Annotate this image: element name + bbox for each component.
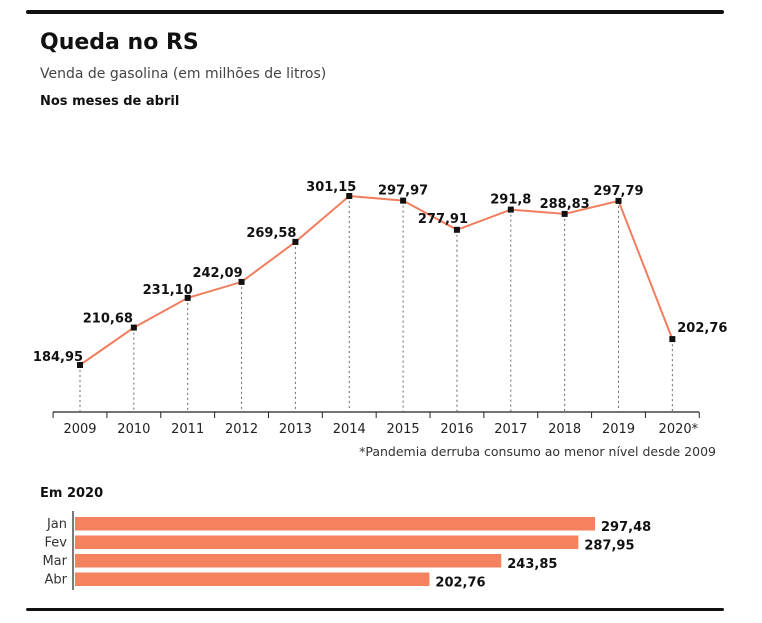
data-label: 202,76 <box>677 321 727 336</box>
data-label: 297,79 <box>593 184 643 199</box>
data-label: 277,91 <box>418 212 468 227</box>
bar <box>75 572 430 586</box>
data-point <box>507 206 514 213</box>
bar-value-label: 202,76 <box>435 576 485 591</box>
data-point <box>184 294 191 301</box>
x-tick-label: 2017 <box>494 422 527 437</box>
x-tick-label: 2012 <box>225 422 258 437</box>
data-label: 184,95 <box>33 350 83 365</box>
bar <box>75 535 579 549</box>
data-label: 291,8 <box>490 193 531 208</box>
x-tick-label: 2018 <box>548 422 581 437</box>
x-tick-label: 2010 <box>117 422 150 437</box>
data-label: 297,97 <box>378 184 428 199</box>
data-label: 269,58 <box>246 226 296 241</box>
x-tick-label: 2014 <box>333 422 366 437</box>
data-label: 301,15 <box>306 180 356 195</box>
bar-chart-title: Em 2020 <box>40 486 104 501</box>
top-rule <box>26 10 724 14</box>
bar <box>75 517 595 531</box>
x-tick-label: 2020* <box>659 422 699 437</box>
data-point <box>669 336 676 343</box>
data-point <box>453 226 460 233</box>
line-chart-title: Nos meses de abril <box>40 94 180 109</box>
data-point <box>77 362 83 368</box>
data-point <box>130 324 137 331</box>
data-point <box>238 278 245 285</box>
data-point <box>615 197 622 204</box>
chart-title: Queda no RS <box>40 30 199 55</box>
data-label: 210,68 <box>83 312 133 327</box>
category-label: Fev <box>45 536 68 551</box>
x-tick-label: 2009 <box>63 422 96 437</box>
footnote: *Pandemia derruba consumo ao menor nível… <box>359 444 716 459</box>
x-tick-label: 2011 <box>171 422 204 437</box>
data-label: 231,10 <box>143 283 193 298</box>
x-tick-label: 2016 <box>440 422 473 437</box>
data-point <box>292 238 299 245</box>
data-point <box>346 193 353 199</box>
bar-value-label: 297,48 <box>601 520 651 535</box>
chart-subtitle: Venda de gasolina (em milhões de litros) <box>40 66 327 82</box>
bottom-rule <box>26 608 724 611</box>
bar <box>75 554 502 568</box>
data-label: 288,83 <box>540 197 590 212</box>
category-label: Abr <box>45 573 68 588</box>
data-label: 242,09 <box>192 266 242 281</box>
bar-value-label: 243,85 <box>507 557 557 572</box>
data-point <box>400 197 407 204</box>
x-tick-label: 2013 <box>279 422 312 437</box>
x-tick-label: 2019 <box>602 422 635 437</box>
bar-value-label: 287,95 <box>584 539 634 554</box>
x-tick-label: 2015 <box>387 422 420 437</box>
data-point <box>561 210 568 217</box>
category-label: Mar <box>42 554 67 569</box>
series-line <box>79 194 674 366</box>
category-label: Jan <box>46 517 67 532</box>
